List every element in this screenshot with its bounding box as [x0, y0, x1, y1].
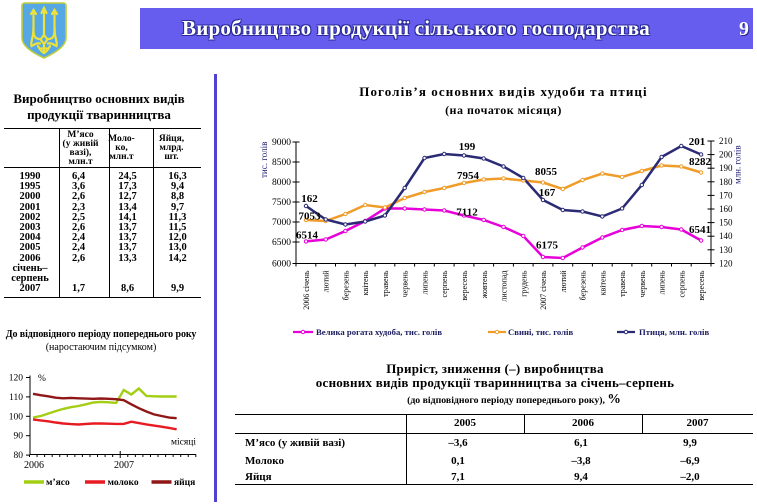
svg-text:лютий: лютий: [559, 270, 568, 293]
svg-text:6541: 6541: [689, 224, 711, 236]
svg-text:6500: 6500: [272, 238, 291, 248]
svg-text:березень: березень: [341, 270, 350, 300]
svg-text:150: 150: [719, 218, 733, 228]
svg-text:120: 120: [719, 259, 733, 269]
svg-text:жовтень: жовтень: [480, 270, 489, 299]
svg-text:7112: 7112: [456, 207, 478, 219]
svg-text:квітень: квітень: [598, 270, 607, 295]
svg-text:180: 180: [719, 177, 733, 187]
svg-text:6175: 6175: [536, 240, 559, 252]
svg-text:червень: червень: [401, 270, 410, 297]
svg-text:серпень: серпень: [677, 270, 686, 297]
svg-text:червень: червень: [638, 270, 647, 297]
svg-text:яйця: яйця: [174, 477, 195, 488]
svg-text:160: 160: [719, 204, 733, 214]
svg-text:7053: 7053: [299, 211, 322, 223]
svg-text:травень: травень: [381, 270, 390, 297]
svg-text:тис. голів: тис. голів: [259, 142, 269, 178]
svg-text:7500: 7500: [272, 198, 291, 208]
svg-text:2007: 2007: [114, 460, 134, 471]
svg-text:6000: 6000: [272, 260, 291, 270]
svg-text:167: 167: [539, 187, 556, 199]
svg-text:березень: березень: [579, 270, 588, 300]
svg-text:100: 100: [9, 412, 24, 422]
svg-text:210: 210: [719, 136, 733, 146]
svg-text:%: %: [38, 374, 46, 384]
svg-text:190: 190: [719, 163, 733, 173]
svg-text:квітень: квітень: [361, 270, 370, 295]
svg-text:травень: травень: [618, 270, 627, 297]
svg-text:м’ясо: м’ясо: [46, 478, 70, 488]
svg-text:90: 90: [14, 432, 24, 442]
svg-text:140: 140: [719, 231, 733, 241]
svg-text:7954: 7954: [457, 170, 480, 182]
svg-text:7000: 7000: [272, 218, 291, 228]
svg-text:2007 січень: 2007 січень: [539, 270, 548, 310]
svg-text:8282: 8282: [689, 156, 712, 168]
svg-text:млн. голів: млн. голів: [733, 145, 743, 184]
svg-text:120: 120: [9, 374, 24, 384]
svg-text:листопад: листопад: [500, 271, 509, 302]
svg-text:вересень: вересень: [697, 270, 706, 301]
svg-text:9000: 9000: [272, 138, 291, 148]
svg-text:Птиця, млн. голів: Птиця, млн. голів: [639, 327, 709, 337]
svg-text:серпень: серпень: [440, 270, 449, 297]
svg-text:Велика рогата худоба, тис. гол: Велика рогата худоба, тис. голів: [316, 327, 442, 337]
svg-text:Свині, тис. голів: Свині, тис. голів: [508, 327, 573, 337]
svg-text:170: 170: [719, 190, 733, 200]
svg-text:місяці: місяці: [171, 438, 196, 448]
svg-text:вересень: вересень: [460, 270, 469, 301]
svg-text:липень: липень: [421, 270, 430, 294]
svg-text:липень: липень: [658, 270, 667, 294]
svg-text:грудень: грудень: [519, 270, 528, 297]
svg-text:8055: 8055: [535, 166, 558, 178]
svg-text:2006 січень: 2006 січень: [302, 270, 311, 310]
svg-text:110: 110: [9, 393, 23, 403]
svg-text:201: 201: [689, 136, 706, 148]
svg-text:130: 130: [719, 245, 733, 255]
svg-text:199: 199: [459, 141, 476, 153]
svg-text:200: 200: [719, 150, 733, 160]
svg-text:8000: 8000: [272, 178, 291, 188]
svg-text:2006: 2006: [24, 460, 44, 471]
svg-text:80: 80: [14, 451, 24, 461]
svg-text:162: 162: [301, 193, 318, 205]
svg-text:6514: 6514: [296, 230, 319, 242]
svg-text:молоко: молоко: [108, 478, 139, 488]
svg-text:лютий: лютий: [322, 270, 331, 293]
svg-text:8500: 8500: [272, 158, 291, 168]
